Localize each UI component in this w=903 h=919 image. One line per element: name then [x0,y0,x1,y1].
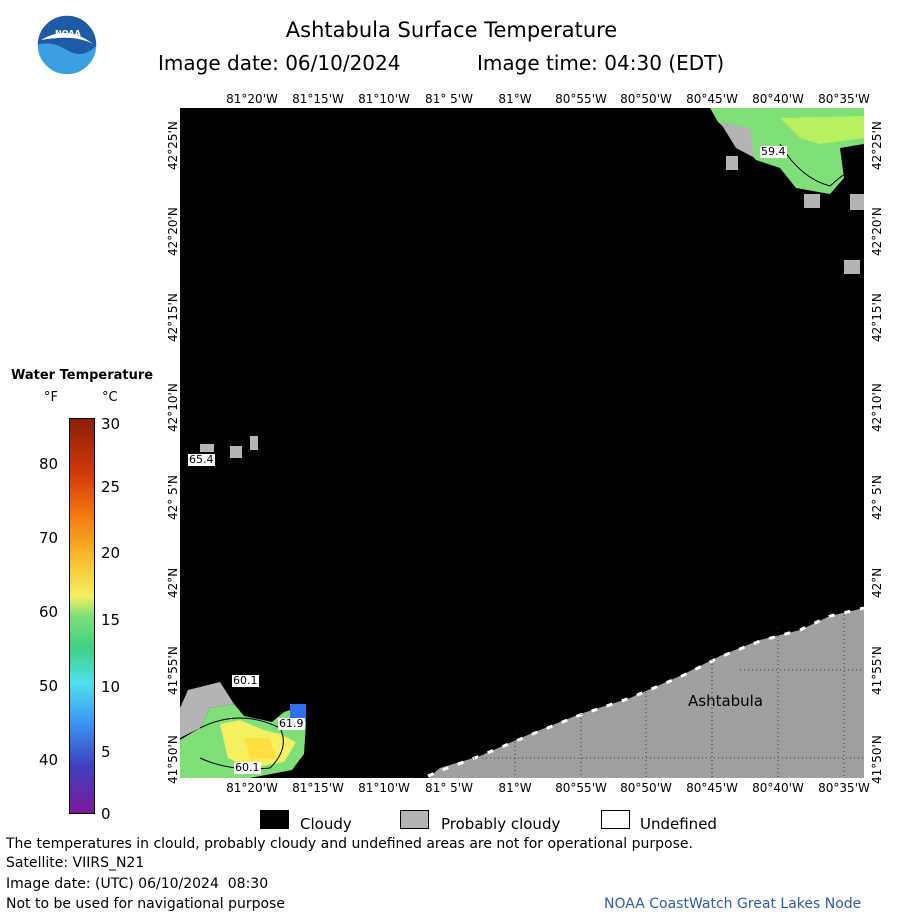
lat-label: 42°15'N [870,293,884,342]
color-scale-bar [69,418,95,814]
lat-label: 42°25'N [166,121,180,170]
c-tick: 10 [101,678,121,696]
lon-label: 80°40'W [752,781,804,795]
disclaimer-note: The temperatures in clould, probably clo… [6,836,693,852]
lat-label: 42°25'N [870,121,884,170]
sst-map: 59.4 65.4 60.1 61.9 60.1 Ashtabula [180,108,864,778]
f-tick: 70 [39,529,59,547]
contour-label: 61.9 [278,717,305,730]
lat-label: 42°N [166,567,180,598]
c-tick: 15 [101,611,121,629]
navigation-note: Not to be used for navigational purpose [6,896,285,912]
c-tick: 30 [101,415,121,433]
undefined-swatch [601,810,630,829]
lon-label: 81°10'W [358,92,410,106]
f-tick: 80 [39,455,59,473]
f-tick: 40 [39,751,59,769]
undefined-shoreline [427,606,864,778]
lat-label: 42°10'N [166,383,180,432]
undefined-label: Undefined [640,815,717,833]
lon-label: 80°50'W [620,92,672,106]
lon-label: 80°40'W [752,92,804,106]
image-time: Image time: 04:30 (EDT) [477,51,725,75]
legend-unit-f: °F [44,390,58,405]
f-tick: 50 [39,677,59,695]
lon-label: 80°45'W [686,781,738,795]
contour-label: 60.1 [232,674,259,687]
legend-unit-c: °C [102,390,118,405]
contour-label: 65.4 [188,453,215,466]
lat-label: 41°55'N [870,646,884,695]
lon-label: 80°35'W [818,781,870,795]
place-label: Ashtabula [688,692,764,710]
logo-text: NOAA [55,29,81,38]
lat-label: 42°15'N [166,293,180,342]
lon-label: 81°W [498,781,532,795]
lat-label: 41°50'N [870,735,884,784]
page-title: Ashtabula Surface Temperature [285,18,618,42]
c-tick: 5 [101,743,111,761]
lat-label: 42°20'N [166,207,180,256]
c-tick: 25 [101,478,121,496]
lat-label: 42°20'N [870,207,884,256]
satellite-info: Satellite: VIIRS_N21 [6,855,145,871]
utc-date: Image date: (UTC) 06/10/2024 08:30 [6,876,269,892]
lon-label: 80°50'W [620,781,672,795]
lon-label: 80°55'W [555,92,607,106]
lat-label: 42° 5'N [166,475,180,520]
lon-label: 81°15'W [292,92,344,106]
lon-label: 80°55'W [555,781,607,795]
lon-label: 80°35'W [818,92,870,106]
credit-link[interactable]: NOAA CoastWatch Great Lakes Node [604,896,862,912]
lon-label: 81°W [498,92,532,106]
lon-label: 80°45'W [686,92,738,106]
noaa-logo: NOAA [35,14,99,76]
lon-label: 81° 5'W [425,781,473,795]
probably-cloudy-swatch [400,810,429,829]
lon-label: 81°20'W [226,92,278,106]
legend-title: Water Temperature [11,368,154,383]
probably-cloudy-label: Probably cloudy [441,815,561,833]
c-tick: 0 [101,805,111,823]
lon-label: 81°15'W [292,781,344,795]
lat-label: 42°N [870,567,884,598]
contour-label: 59.4 [760,145,787,158]
lat-label: 41°55'N [166,646,180,695]
cloudy-swatch [260,810,289,829]
image-date: Image date: 06/10/2024 [158,51,401,75]
lat-label: 42°10'N [870,383,884,432]
lon-label: 81°20'W [226,781,278,795]
lon-label: 81° 5'W [425,92,473,106]
contour-label: 60.1 [234,761,261,774]
cloudy-label: Cloudy [300,815,352,833]
lat-label: 41°50'N [166,735,180,784]
f-tick: 60 [39,603,59,621]
lon-label: 81°10'W [358,781,410,795]
lat-label: 42° 5'N [870,475,884,520]
c-tick: 20 [101,544,121,562]
